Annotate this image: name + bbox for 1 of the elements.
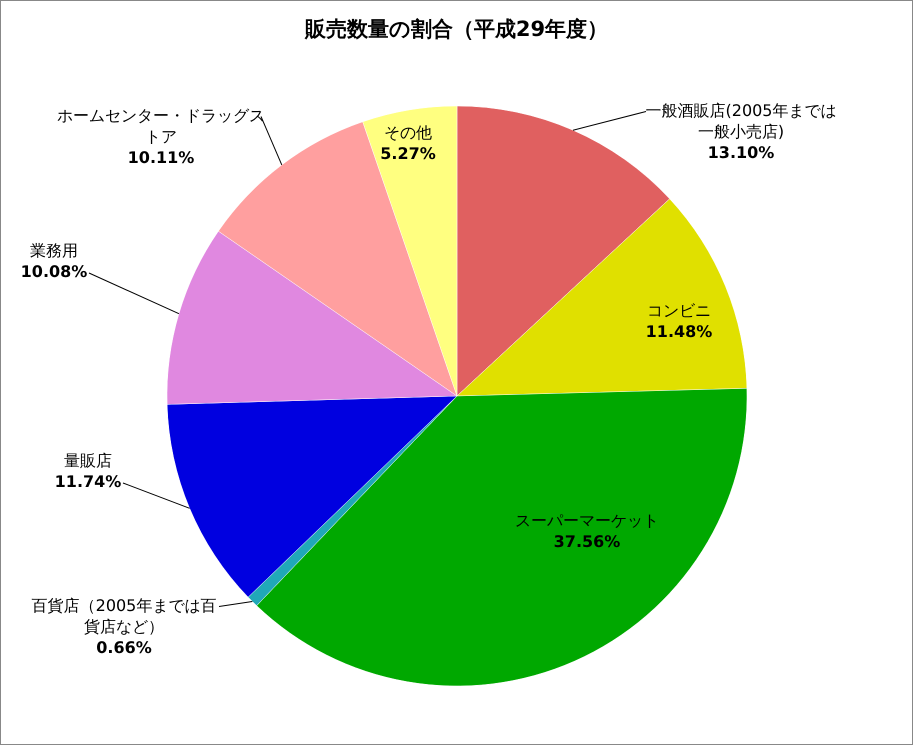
title: 販売数量の割合（平成29年度） xyxy=(304,16,610,43)
